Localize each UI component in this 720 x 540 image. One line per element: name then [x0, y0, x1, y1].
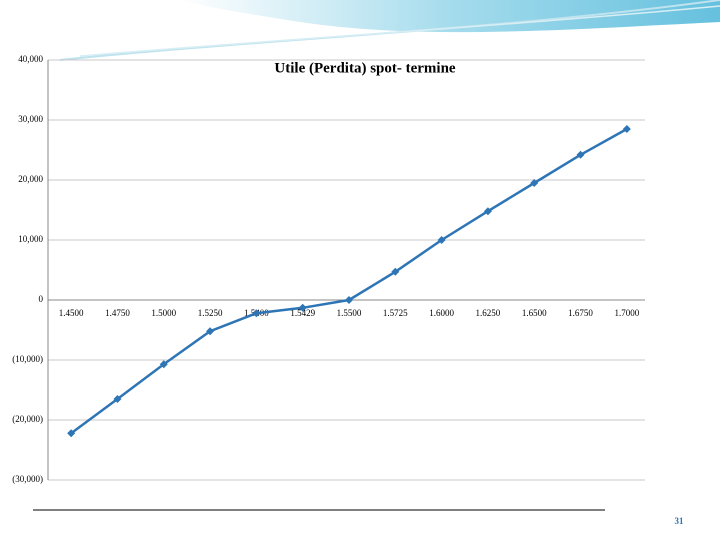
x-tick-label: 1.4500: [59, 308, 84, 318]
x-tick-label: 1.5429: [290, 308, 315, 318]
decoration: [79, 5, 720, 57]
page-number: 31: [675, 516, 685, 526]
y-tick-label: 0: [39, 294, 44, 304]
data-point: [67, 429, 76, 438]
x-tick-label: 1.6750: [568, 308, 593, 318]
data-point: [391, 267, 400, 276]
data-point: [345, 296, 353, 304]
y-tick-label: 30,000: [18, 114, 43, 124]
data-point: [206, 327, 215, 336]
x-tick-label: 1.6250: [476, 308, 501, 318]
y-tick-label: 20,000: [18, 174, 43, 184]
data-point: [113, 395, 122, 403]
decoration: [180, 0, 720, 33]
y-tick-label: (30,000): [12, 474, 43, 484]
data-point: [252, 309, 261, 318]
data-point: [622, 125, 631, 133]
data-point: [530, 179, 539, 187]
x-tick-label: 1.5500: [337, 308, 362, 318]
x-tick-label: 1.4750: [105, 308, 130, 318]
data-point: [437, 236, 446, 244]
data-line: [70, 127, 628, 435]
data-point: [483, 207, 492, 216]
x-tick-label: 1.5000: [151, 308, 176, 318]
data-point: [159, 360, 168, 369]
y-tick-label: (10,000): [12, 354, 43, 364]
x-tick-label: 1.6500: [522, 308, 547, 318]
x-tick-label: 1.5250: [198, 308, 223, 318]
x-tick-label: 1.6000: [429, 308, 454, 318]
data-point: [576, 150, 585, 159]
x-tick-label: 1.5725: [383, 308, 408, 318]
y-tick-label: (20,000): [12, 414, 43, 424]
x-tick-label: 1.7000: [614, 308, 639, 318]
data-point: [298, 303, 307, 312]
y-tick-label: 10,000: [18, 234, 43, 244]
y-tick-label: 40,000: [18, 54, 43, 64]
chart-title: Utile (Perdita) spot- termine: [274, 60, 456, 76]
